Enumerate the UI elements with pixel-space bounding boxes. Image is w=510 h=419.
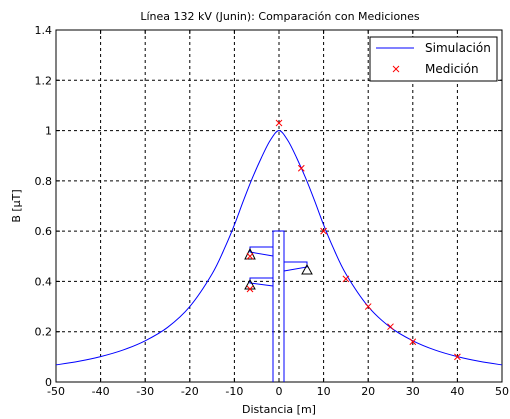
series-layer	[55, 119, 503, 366]
y-axis-label: B [μT]	[10, 189, 23, 222]
grid	[56, 30, 502, 382]
x-tick-label: 0	[276, 385, 283, 398]
legend: Simulación Medición	[369, 36, 498, 82]
data-point-medicion	[409, 338, 417, 346]
tower-pole	[272, 230, 285, 382]
y-tick-label: 0.4	[35, 275, 53, 288]
data-point-medicion	[246, 252, 254, 260]
data-point-medicion	[387, 323, 394, 331]
data-point-medicion	[454, 353, 461, 361]
x-tick-label: 30	[406, 385, 420, 398]
x-tick-label: 10	[317, 385, 331, 398]
x-tick-label: 20	[361, 385, 375, 398]
plot-area: -50 -40 -30 -20 -10 0 10 20 30 40 50 0 0.2 0.4 0.6 0.8 1…	[35, 24, 510, 398]
x-tick-label: -10	[225, 385, 243, 398]
x-axis-label: Distancia [m]	[242, 403, 316, 416]
x-tick-label: -50	[47, 385, 65, 398]
legend-box	[369, 36, 498, 82]
y-tick-label: 0	[45, 376, 52, 389]
chart-title: Línea 132 kV (Junin): Comparación con Me…	[140, 10, 420, 23]
tower-diagram	[244, 230, 313, 382]
y-tick-label: 1.2	[35, 74, 53, 87]
data-point-medicion	[320, 227, 327, 235]
data-point-medicion	[246, 285, 254, 293]
y-tick-label: 0.6	[35, 225, 53, 238]
x-tick-label: 40	[450, 385, 464, 398]
y-tick-label: 1.4	[35, 24, 53, 37]
x-tick-label: -20	[181, 385, 199, 398]
data-point-medicion	[297, 164, 305, 172]
data-point-medicion	[364, 303, 372, 310]
x-tick-label: 50	[495, 385, 509, 398]
series-line-simulacion	[55, 130, 503, 366]
ticks: -50 -40 -30 -20 -10 0 10 20 30 40 50 0 0.2 0.4 0.6 0.8 1…	[35, 24, 510, 398]
y-tick-label: 1	[45, 125, 52, 138]
legend-marker-medicion	[392, 65, 400, 73]
legend-label-simulacion: Simulación	[425, 41, 491, 55]
data-point-medicion	[275, 119, 283, 127]
y-tick-label: 0.8	[35, 175, 53, 188]
x-tick-label: -40	[92, 385, 110, 398]
legend-label-medicion: Medición	[425, 62, 479, 76]
x-tick-label: -30	[136, 385, 154, 398]
y-tick-label: 0.2	[35, 326, 53, 339]
data-point-medicion	[342, 275, 350, 283]
conductor-3	[301, 263, 313, 275]
